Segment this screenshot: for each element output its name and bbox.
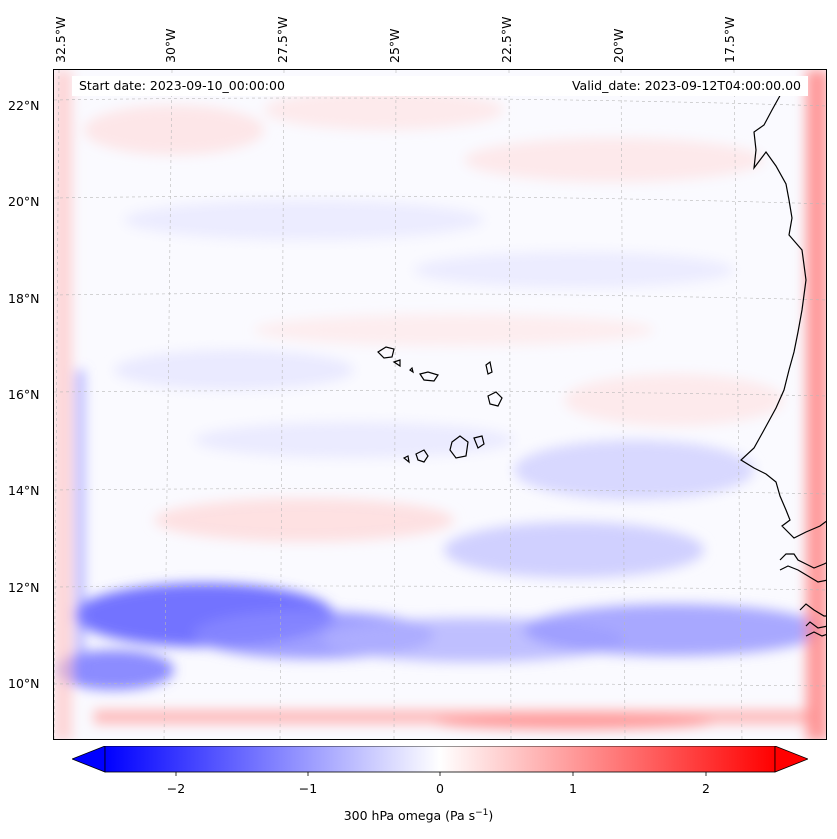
colorbar-tick-label: 1 — [569, 781, 577, 796]
lat-label-10n: 10°N — [8, 676, 40, 691]
colorbar-tick-label: −1 — [298, 781, 318, 796]
lon-label-25w: 25°W — [387, 28, 402, 63]
lon-label-17-5w: 17.5°W — [722, 16, 737, 63]
map-panel — [53, 69, 827, 740]
colorbar-label-exponent: −1 — [475, 808, 489, 818]
gridlines — [54, 70, 826, 739]
lat-label-12n: 12°N — [8, 580, 40, 595]
colorbar — [72, 746, 808, 776]
lat-label-20n: 20°N — [8, 194, 40, 209]
valid-date-label: Valid_date: 2023-09-12T04:00:00.00 — [571, 78, 801, 93]
coastline — [377, 91, 826, 637]
colorbar-extend-high — [774, 746, 808, 773]
lon-label-32-5w: 32.5°W — [53, 16, 68, 63]
colorbar-extend-low — [72, 746, 106, 773]
colorbar-tick-label: −2 — [166, 781, 186, 796]
colorbar-tick-label: 0 — [436, 781, 444, 796]
colorbar-label: 300 hPa omega (Pa s−1) — [0, 808, 837, 823]
start-date-label: Start date: 2023-09-10_00:00:00 — [79, 78, 285, 93]
lon-label-22-5w: 22.5°W — [499, 16, 514, 63]
lat-label-14n: 14°N — [8, 483, 40, 498]
lat-label-16n: 16°N — [8, 387, 40, 402]
lat-label-18n: 18°N — [8, 291, 40, 306]
colorbar-label-text: 300 hPa omega (Pa s — [343, 808, 476, 824]
lon-label-30w: 30°W — [163, 28, 178, 63]
omega-field — [54, 70, 826, 739]
colorbar-tick-marks — [175, 772, 707, 776]
colorbar-label-close: ) — [488, 808, 494, 824]
omega-field-map — [54, 70, 826, 739]
lon-label-27-5w: 27.5°W — [275, 16, 290, 63]
info-text-background — [72, 76, 808, 96]
colorbar-tick-label: 2 — [702, 781, 710, 796]
lon-label-20w: 20°W — [611, 28, 626, 63]
colorbar-gradient — [104, 746, 776, 773]
lat-label-22n: 22°N — [8, 98, 40, 113]
